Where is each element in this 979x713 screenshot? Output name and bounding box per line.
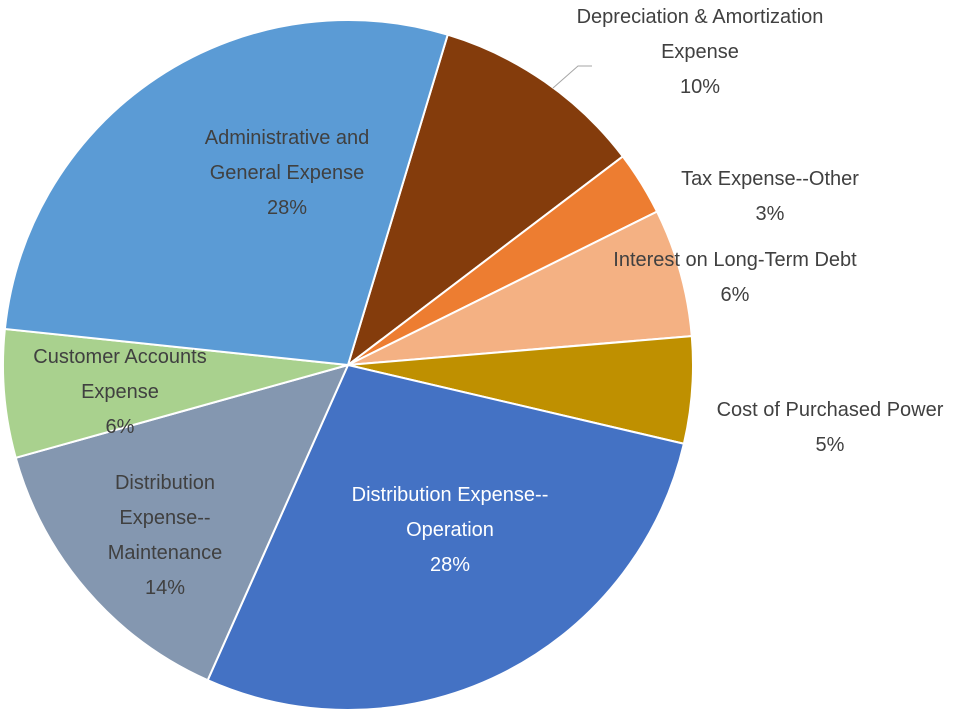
value-label: 14% (144, 577, 186, 599)
slice-label: Depreciation & Amortization Expense 10% (535, 0, 865, 105)
slice-label: Tax Expense--Other 3% (650, 162, 890, 232)
category-label: Depreciation & Amortization Expense (576, 6, 824, 63)
slice-label: Customer Accounts Expense 6% (0, 340, 240, 445)
leader-line (552, 65, 592, 89)
slice-label: Administrative and General Expense 28% (167, 121, 407, 226)
category-label: Distribution Expense--Operation (351, 484, 549, 541)
value-label: 6% (720, 284, 750, 306)
pie-slice (14, 363, 350, 682)
pie-slice (3, 19, 449, 367)
category-label: Cost of Purchased Power (716, 399, 944, 421)
value-label: 10% (679, 76, 721, 98)
pie-slice (2, 327, 349, 460)
value-label: 5% (815, 434, 845, 456)
slice-label: Distribution Expense--Operation 28% (310, 478, 590, 583)
pie-slice (346, 33, 625, 368)
category-label: Interest on Long-Term Debt (613, 249, 857, 271)
slice-label: Distribution Expense--Maintenance 14% (85, 466, 245, 606)
value-label: 3% (755, 203, 785, 225)
pie-slice (206, 363, 686, 711)
category-label: Tax Expense--Other (681, 168, 859, 190)
value-label: 6% (105, 416, 135, 438)
category-label: Administrative and General Expense (204, 127, 370, 184)
category-label: Customer Accounts Expense (33, 346, 207, 403)
value-label: 28% (266, 197, 308, 219)
value-label: 28% (429, 554, 471, 576)
category-label: Distribution Expense--Maintenance (107, 472, 223, 564)
pie-slice (347, 210, 693, 366)
slice-label: Interest on Long-Term Debt 6% (603, 243, 868, 313)
slice-label: Cost of Purchased Power 5% (680, 393, 979, 463)
